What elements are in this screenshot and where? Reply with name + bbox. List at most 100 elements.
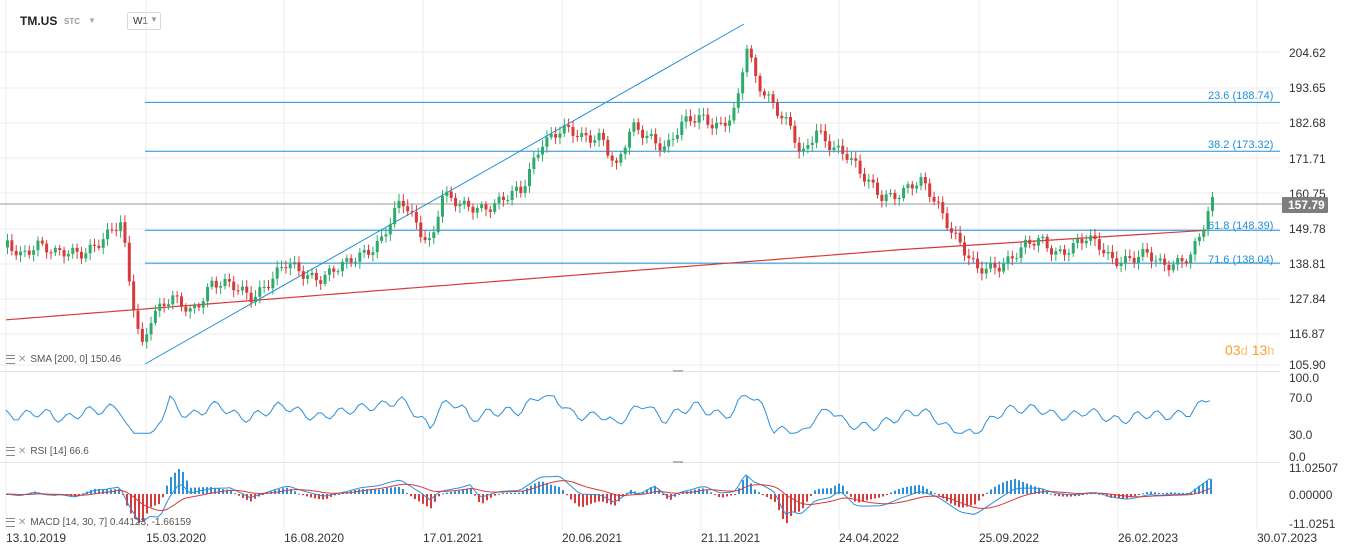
candle-body [736, 93, 740, 108]
candle-body [410, 211, 414, 213]
candle-body [615, 160, 618, 163]
macd-histogram-bar [766, 494, 768, 497]
macd-histogram-bar [618, 494, 620, 502]
macd-histogram-bar [786, 494, 788, 524]
candle-body [567, 125, 571, 127]
pane-resize-handle[interactable] [673, 461, 683, 463]
candle-body [702, 114, 705, 116]
macd-histogram-bar [1138, 494, 1140, 495]
macd-histogram-bar [234, 493, 236, 495]
macd-histogram-bar [762, 494, 764, 495]
candle-body [541, 146, 545, 155]
macd-histogram-bar [710, 492, 712, 494]
fib-label[interactable]: 71.6 (138.04) [1208, 254, 1274, 266]
candle-body [662, 146, 666, 151]
macd-histogram-bar [1174, 492, 1176, 494]
rsi-tick: 70.0 [1289, 391, 1313, 405]
macd-histogram-bar [1018, 480, 1020, 494]
candle-body [275, 267, 279, 279]
sma-legend[interactable]: ✕ SMA [200, 0] 150.46 [6, 354, 121, 365]
candle-body [236, 290, 240, 292]
instrument-type-label[interactable]: STC [64, 17, 80, 26]
pane-separator[interactable] [0, 462, 1280, 463]
candle-body [88, 244, 92, 254]
macd-histogram-bar [938, 494, 940, 496]
countdown-hours-unit: h [1267, 343, 1275, 358]
instrument-dropdown-icon[interactable]: ▼ [88, 16, 96, 25]
settings-icon[interactable] [6, 446, 15, 456]
candle-body [58, 247, 62, 251]
macd-histogram-bar [926, 488, 928, 494]
macd-histogram-bar [1098, 493, 1100, 495]
macd-histogram-bar [994, 486, 996, 494]
candle-body [1184, 261, 1188, 264]
candle-body [510, 190, 514, 201]
candle-body [175, 295, 179, 297]
candle-body [1106, 251, 1110, 254]
macd-histogram-bar [1066, 494, 1068, 497]
macd-histogram-bar [754, 489, 756, 494]
fib-label[interactable]: 38.2 (173.32) [1208, 139, 1274, 151]
candle-body [667, 139, 671, 147]
candle-body [862, 173, 866, 182]
time-tick: 17.01.2021 [423, 531, 484, 545]
candle-body [1167, 264, 1171, 271]
candle-body [1150, 252, 1154, 262]
macd-histogram-bar [318, 494, 320, 500]
timeframe-select[interactable]: W1 ▼ [127, 12, 161, 30]
macd-histogram-bar [1002, 482, 1004, 494]
macd-histogram-bar [578, 494, 580, 507]
macd-histogram-bar [1118, 494, 1120, 499]
macd-histogram-bar [874, 494, 876, 499]
fib-label[interactable]: 61.8 (148.39) [1208, 220, 1274, 232]
macd-histogram-bar [1150, 491, 1152, 494]
pane-resize-handle[interactable] [673, 370, 683, 372]
candle-body [819, 130, 823, 132]
pane-separator[interactable] [0, 371, 1280, 372]
macd-histogram-bar [382, 488, 384, 494]
macd-histogram-bar [734, 494, 736, 495]
macd-histogram-bar [898, 488, 900, 494]
countdown-hours: 13 [1251, 342, 1268, 358]
timeframe-value: W1 [133, 16, 148, 27]
candle-body [188, 308, 192, 312]
candle-body [963, 242, 966, 256]
rsi-legend[interactable]: ✕ RSI [14] 66.6 [6, 446, 89, 457]
candle-body [354, 261, 357, 263]
candle-body [223, 278, 227, 287]
candle-body [749, 48, 753, 58]
settings-icon[interactable] [6, 517, 15, 527]
macd-legend[interactable]: ✕ MACD [14, 30, 7] 0.44123, -1.66159 [6, 517, 191, 528]
macd-histogram-bar [738, 488, 740, 494]
macd-histogram-bar [338, 493, 340, 495]
candle-body [767, 94, 771, 96]
fib-label[interactable]: 23.6 (188.74) [1208, 90, 1274, 102]
candle-body [1050, 248, 1053, 255]
macd-histogram-bar [138, 494, 140, 524]
close-icon[interactable]: ✕ [18, 446, 27, 457]
close-icon[interactable]: ✕ [18, 517, 27, 528]
settings-icon[interactable] [6, 354, 15, 364]
candle-body [6, 240, 9, 248]
close-icon[interactable]: ✕ [18, 354, 27, 365]
macd-histogram-bar [1122, 494, 1124, 499]
candle-body [1032, 243, 1036, 246]
macd-histogram-bar [226, 489, 228, 494]
macd-histogram-bar [702, 488, 704, 494]
symbol-label[interactable]: TM.US [20, 14, 58, 28]
candle-body [449, 191, 453, 198]
macd-histogram-bar [322, 494, 324, 500]
candle-body [288, 264, 292, 269]
rsi-tick: 0.0 [1289, 450, 1306, 464]
macd-histogram-bar [394, 487, 396, 494]
macd-histogram-bar [958, 494, 960, 508]
sma-name: SMA [30, 354, 52, 365]
candle-body [162, 303, 166, 307]
macd-histogram-bar [442, 493, 444, 495]
macd-histogram-bar [370, 489, 372, 494]
candle-body [1080, 239, 1084, 244]
macd-histogram-bar [814, 490, 816, 494]
candle-body [1119, 263, 1123, 266]
macd-histogram-bar [150, 494, 152, 508]
